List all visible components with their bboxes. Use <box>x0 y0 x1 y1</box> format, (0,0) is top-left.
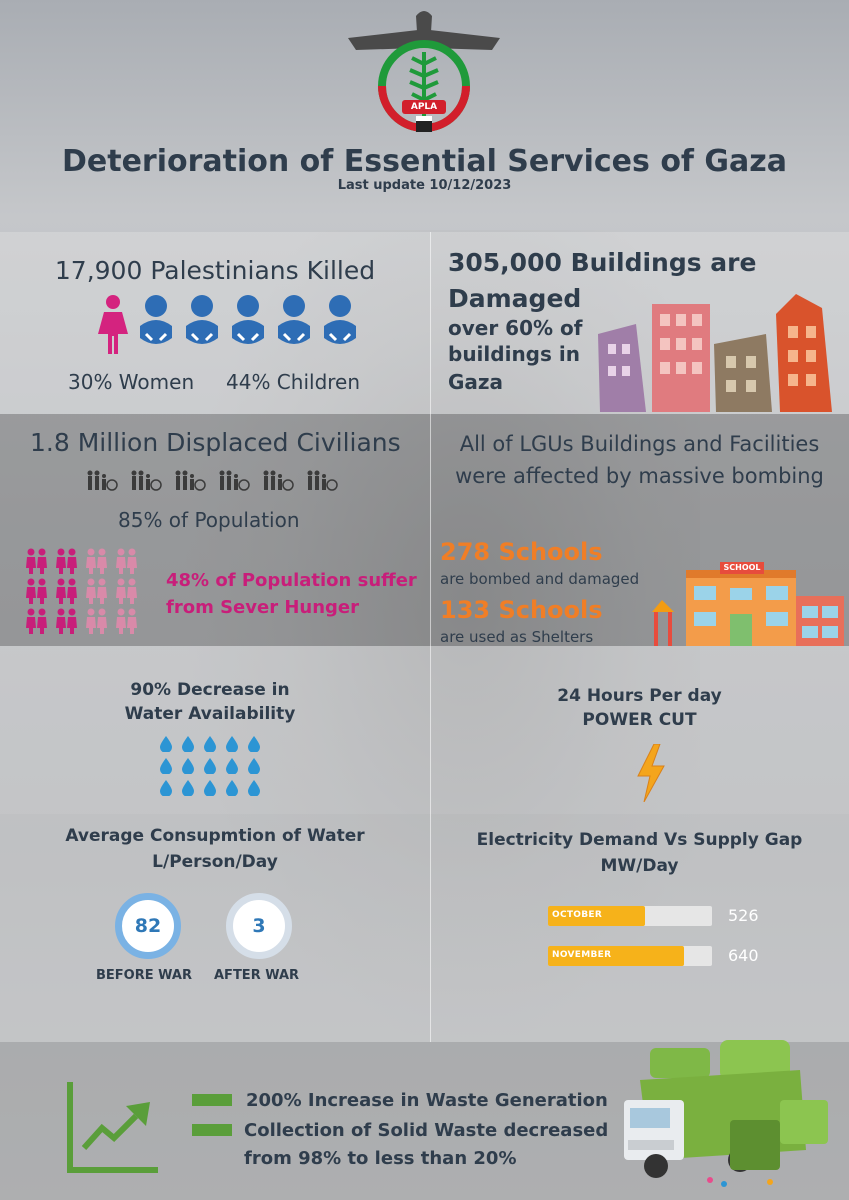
killed-headline: 17,900 Palestinians Killed <box>54 256 376 285</box>
before-war-label: BEFORE WAR <box>96 968 192 983</box>
buildings-headline-2: Damaged <box>448 284 582 313</box>
displaced-headline: 1.8 Million Displaced Civilians <box>30 428 401 457</box>
water-drop-icon <box>204 758 216 774</box>
consumption-title-2: L/Person/Day <box>152 852 278 872</box>
last-update: Last update 10/12/2023 <box>337 178 512 193</box>
buildings-detail-3: Gaza <box>448 370 504 394</box>
chart-bar-track: OCTOBER <box>548 906 712 926</box>
after-war-gauge: 3 <box>226 893 292 959</box>
water-line-2: Water Availability <box>124 704 296 724</box>
baby-icon <box>186 295 218 344</box>
damaged-buildings-illustration <box>596 284 836 414</box>
school-sign-text: SCHOOL <box>723 563 761 572</box>
women-percent: 30% Women <box>68 370 195 394</box>
chart-value-label: 640 <box>728 946 759 965</box>
chart-value-label: 526 <box>728 906 759 925</box>
water-line-1: 90% Decrease in <box>130 680 290 700</box>
schools-shelter-count: 133 Schools <box>440 596 603 624</box>
chart-category-label: OCTOBER <box>552 910 603 920</box>
electricity-title-2: MW/Day <box>600 856 679 876</box>
water-drop-icon <box>182 758 194 774</box>
buildings-headline-1: 305,000 Buildings are <box>448 248 757 277</box>
water-drop-icon <box>204 780 216 796</box>
schools-shelter-note: are used as Shelters <box>440 628 594 646</box>
growth-chart-icon <box>66 1078 162 1174</box>
baby-icon <box>140 295 172 344</box>
hunger-people-icons <box>26 548 150 634</box>
electricity-bar-chart: OCTOBER 526 NOVEMBER 640 <box>548 906 788 976</box>
baby-icon <box>324 295 356 344</box>
water-drop-icon <box>204 736 216 752</box>
power-line-1: 24 Hours Per day <box>557 686 722 706</box>
family-icons <box>86 470 346 492</box>
waste-line-2: Collection of Solid Waste decreased <box>244 1120 609 1141</box>
after-war-label: AFTER WAR <box>214 968 300 983</box>
water-drop-icon <box>160 758 172 774</box>
schools-bombed-note: are bombed and damaged <box>440 570 640 588</box>
before-war-value: 82 <box>134 915 162 937</box>
children-percent: 44% Children <box>226 370 361 394</box>
before-war-gauge: 82 <box>115 893 181 959</box>
hunger-line-1: 48% of Population suffer <box>166 570 417 591</box>
casualty-icons <box>96 294 360 356</box>
vertical-divider <box>430 232 431 1042</box>
schools-bombed-count: 278 Schools <box>440 538 603 566</box>
water-drop-icon <box>182 736 194 752</box>
water-drop-icon <box>160 736 172 752</box>
baby-icon <box>278 295 310 344</box>
buildings-detail-2: buildings in <box>448 342 580 366</box>
power-line-2: POWER CUT <box>582 710 697 730</box>
chart-bar <box>548 946 684 966</box>
page-title: Deterioration of Essential Services of G… <box>61 144 787 179</box>
baby-icon <box>232 295 264 344</box>
water-drop-icon <box>182 780 194 796</box>
water-drop-icon <box>248 780 260 796</box>
buildings-detail-1: over 60% of <box>448 316 583 340</box>
water-drop-icon <box>226 736 238 752</box>
lightning-icon <box>636 743 666 803</box>
water-drop-icon <box>160 780 172 796</box>
logo-text: APLA <box>410 102 438 112</box>
consumption-title-1: Average Consupmtion of Water <box>65 826 365 846</box>
waste-line-1: 200% Increase in Waste Generation <box>246 1090 608 1111</box>
displaced-percent: 85% of Population <box>118 508 300 532</box>
electricity-title-1: Electricity Demand Vs Supply Gap <box>476 830 803 850</box>
water-drop-icon <box>248 758 260 774</box>
lgu-line-2: were affected by massive bombing <box>455 464 824 488</box>
section-water-power <box>0 646 849 814</box>
school-illustration: SCHOOL <box>650 562 846 646</box>
chart-bar-track: NOVEMBER <box>548 946 712 966</box>
hunger-line-2: from Sever Hunger <box>166 597 360 618</box>
bullet-bar-icon <box>192 1094 232 1106</box>
garbage-truck-illustration <box>620 1030 840 1190</box>
water-drops <box>160 736 262 796</box>
water-drop-icon <box>248 736 260 752</box>
bullet-bar-icon <box>192 1124 232 1136</box>
waste-line-3: from 98% to less than 20% <box>244 1148 517 1169</box>
after-war-value: 3 <box>252 915 266 937</box>
apla-logo: APLA <box>338 8 510 134</box>
woman-icon <box>98 295 128 354</box>
chart-category-label: NOVEMBER <box>552 950 612 960</box>
water-drop-icon <box>226 780 238 796</box>
lgu-line-1: All of LGUs Buildings and Facilities <box>459 432 820 456</box>
chart-bar <box>548 906 645 926</box>
water-drop-icon <box>226 758 238 774</box>
